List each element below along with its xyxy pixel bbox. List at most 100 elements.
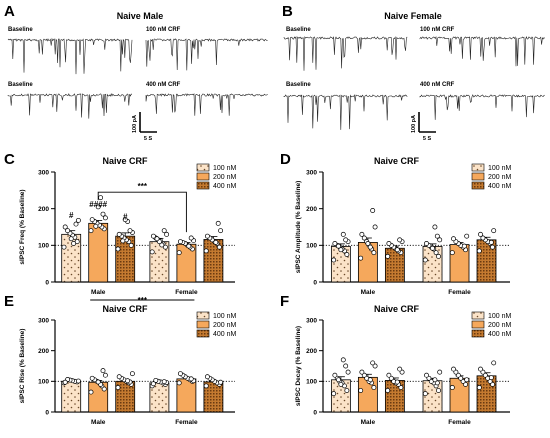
chart-panel-e: E Naive CRF 0 100 200 300 sIPSC Rise (% Baseli…	[4, 293, 237, 426]
data-point	[461, 243, 467, 249]
data-point	[437, 237, 443, 243]
data-point	[422, 391, 428, 397]
y-tick-label: 100	[38, 243, 49, 250]
scalebar-time: 5 S	[144, 136, 153, 142]
panel-a-title: Naive Male	[117, 11, 164, 21]
data-point	[397, 366, 403, 372]
data-point	[150, 381, 156, 387]
traces-b	[283, 36, 545, 130]
panel-label-c: C	[4, 151, 15, 168]
current-trace	[145, 93, 268, 116]
significance-label: ***	[138, 296, 148, 305]
data-point	[62, 224, 68, 230]
data-point	[449, 250, 455, 256]
data-point	[386, 372, 392, 378]
scalebar-time: 5 S	[423, 136, 432, 142]
trace-label: 400 nM CRF	[420, 82, 455, 88]
data-point	[433, 250, 439, 256]
data-point	[61, 244, 67, 250]
current-trace	[145, 38, 268, 71]
data-point	[491, 228, 497, 234]
data-point	[188, 235, 194, 241]
scalebar-b: 100 pA 5 S	[411, 112, 436, 142]
data-point	[102, 372, 108, 378]
panel-label-a: A	[4, 3, 15, 20]
data-point	[89, 375, 95, 381]
legend-swatch	[471, 181, 485, 190]
data-point	[451, 236, 456, 242]
bar	[61, 380, 82, 413]
bar	[422, 246, 443, 283]
data-point	[464, 377, 470, 383]
data-point	[340, 231, 346, 237]
current-trace	[419, 36, 545, 67]
legend-swatch	[471, 329, 485, 338]
data-point	[488, 239, 494, 245]
data-point	[432, 377, 438, 383]
data-point	[476, 385, 482, 390]
data-point	[451, 366, 456, 372]
data-point	[338, 381, 344, 387]
data-point	[88, 389, 94, 395]
data-point	[344, 388, 350, 393]
data-point	[436, 253, 441, 259]
y-tick-label: 0	[45, 409, 49, 416]
bar	[422, 380, 443, 413]
data-point	[359, 231, 365, 237]
data-point	[385, 253, 391, 259]
chart-panel-c: C Naive CRF 0 100 200 300 sIPSC Freq (% Baseli…	[4, 151, 237, 305]
panel-label-d: D	[280, 151, 291, 168]
data-point	[116, 374, 122, 380]
data-point	[188, 376, 194, 382]
data-point	[430, 245, 435, 251]
x-category-label: Female	[448, 289, 471, 296]
chart-title: Naive CRF	[374, 156, 420, 166]
data-point	[394, 379, 400, 385]
legend-label: 400 nM	[213, 331, 237, 338]
data-point	[422, 257, 428, 263]
data-point	[345, 369, 351, 375]
x-category-label: Female	[448, 419, 471, 426]
data-point	[127, 228, 133, 234]
significance-marker: #	[123, 213, 128, 222]
scalebar-a: 100 pA 5 S	[132, 112, 157, 142]
trace-label: Baseline	[8, 82, 33, 88]
significance-marker: #	[69, 211, 74, 220]
legend-swatch	[471, 172, 485, 181]
data-point	[488, 375, 494, 381]
data-point	[370, 360, 376, 366]
y-tick-label: 200	[306, 348, 317, 355]
data-point	[336, 377, 341, 383]
data-point	[437, 369, 443, 375]
data-point	[332, 372, 338, 378]
scalebar-amp: 100 pA	[411, 115, 417, 133]
y-tick-label: 100	[306, 243, 317, 250]
data-point	[159, 242, 165, 248]
chart-title: Naive CRF	[102, 304, 148, 314]
y-tick-label: 300	[306, 169, 317, 176]
legend-label: 200 nM	[213, 174, 237, 181]
y-tick-label: 200	[38, 206, 49, 213]
data-point	[344, 252, 350, 257]
data-point	[478, 366, 483, 372]
y-tick-label: 300	[38, 317, 49, 324]
data-point	[490, 244, 495, 250]
data-point	[204, 233, 210, 239]
panel-b-title: Naive Female	[384, 11, 442, 21]
data-point	[153, 377, 159, 383]
data-point	[359, 369, 365, 375]
data-point	[372, 224, 378, 230]
data-point	[358, 388, 364, 393]
data-point	[491, 360, 497, 366]
data-point	[176, 380, 182, 386]
data-point	[71, 241, 77, 246]
y-tick-label: 100	[306, 379, 317, 386]
y-tick-label: 0	[45, 279, 49, 286]
data-point	[424, 241, 429, 246]
traces-a	[7, 37, 268, 119]
data-point	[386, 241, 392, 246]
data-point	[480, 235, 486, 241]
legend-swatch	[471, 163, 485, 172]
x-category-label: Male	[361, 289, 376, 296]
data-point	[476, 248, 482, 254]
